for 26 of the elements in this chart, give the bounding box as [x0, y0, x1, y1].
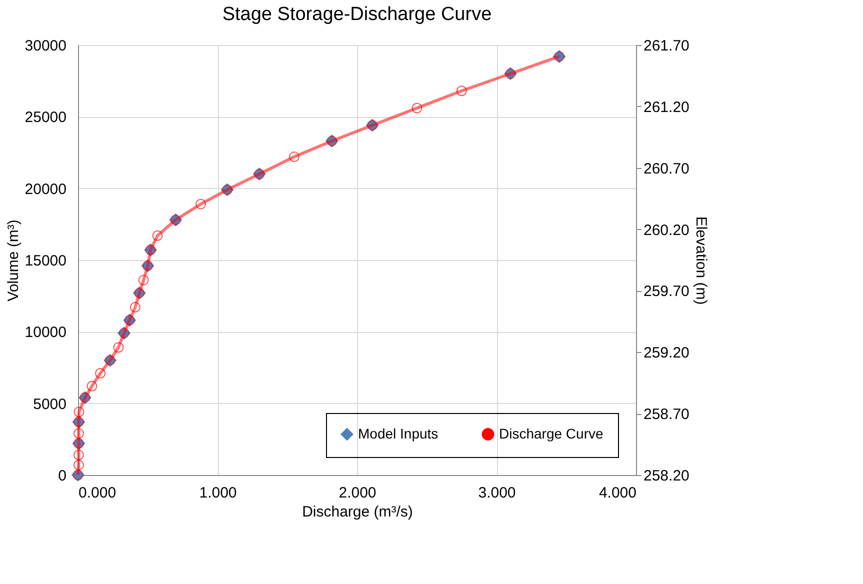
y-tick-label: 10000 — [24, 324, 66, 342]
x-axis-title: Discharge (m³/s) — [302, 504, 413, 520]
y-tick-label: 0 — [58, 468, 66, 484]
y2-tick-label: 259.20 — [644, 344, 690, 362]
legend-label: Model Inputs — [358, 425, 438, 442]
y2-tick-label: 258.20 — [644, 468, 690, 484]
x-tick-label: 4.000 — [598, 484, 636, 502]
y2-tick-label: 258.70 — [644, 406, 690, 424]
y2-tick-label: 259.70 — [644, 283, 690, 300]
y2-axis-title: Elevation (m) — [692, 216, 710, 305]
y-tick-label: 20000 — [24, 180, 66, 198]
y-tick-label: 30000 — [24, 38, 66, 54]
y-tick-label: 15000 — [24, 252, 66, 270]
x-tick-label: 3.000 — [478, 484, 516, 502]
x-tick-label: 0.000 — [78, 484, 116, 502]
y-tick-label: 25000 — [24, 109, 66, 126]
y-axis-title: Volume (m³) — [4, 220, 22, 302]
y2-tick-label: 260.70 — [644, 160, 690, 178]
x-tick-label: 1.000 — [199, 484, 237, 502]
y-tick-label: 5000 — [33, 396, 66, 413]
y2-tick-label: 261.70 — [644, 38, 690, 54]
chart-title: Stage Storage-Discharge Curve — [222, 4, 492, 25]
legend-label: Discharge Curve — [499, 425, 604, 442]
x-tick-label: 2.000 — [338, 484, 376, 502]
y2-tick-label: 261.20 — [644, 98, 690, 116]
y2-tick-label: 260.20 — [644, 222, 690, 239]
